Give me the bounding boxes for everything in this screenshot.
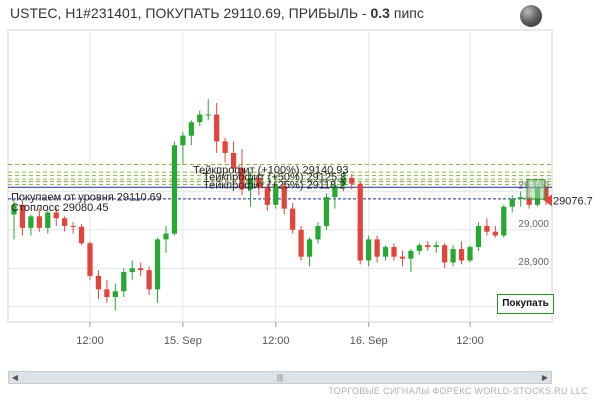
candle-body	[62, 218, 68, 226]
candle-body	[104, 289, 110, 298]
candle-body	[382, 247, 389, 257]
candle-body	[256, 177, 262, 188]
title-unit: пипс	[389, 5, 424, 21]
grip-icon[interactable]: |||	[276, 373, 284, 382]
candle-body	[306, 239, 313, 257]
window-title: USTEC, H1#231401, ПОКУПАТЬ 29110.69, ПРИ…	[10, 5, 424, 21]
title-main: USTEC, H1#231401, ПОКУПАТЬ 29110.69, ПРИ…	[10, 5, 371, 21]
candle-body	[290, 208, 296, 230]
candle-body	[458, 249, 465, 261]
candle-body	[171, 145, 178, 234]
tp3-label: Тейкпрофит (+25%) 29118.2	[203, 179, 345, 191]
candle-body	[112, 291, 118, 298]
candle-body	[501, 206, 507, 236]
candle-body	[70, 225, 76, 227]
stop-loss-label: Стоплосс 29080.45	[11, 202, 109, 214]
candle-body	[281, 185, 287, 209]
current-price-label: 29076.7	[553, 195, 593, 207]
candle-body	[399, 256, 406, 259]
candle-body	[442, 245, 448, 263]
candle-body	[205, 114, 211, 116]
tp1-label: Тейкпрофит (+100%) 29140.93	[193, 165, 348, 177]
candle-body	[433, 245, 439, 248]
candle-body	[315, 225, 321, 240]
candle-body	[425, 245, 431, 248]
candle-body	[543, 187, 549, 201]
candle-body	[323, 197, 330, 226]
y-tick-label: 29,000	[518, 219, 549, 230]
candle-body	[163, 233, 169, 240]
candle-body	[416, 245, 422, 251]
candle-body	[273, 185, 279, 205]
candle-body	[475, 225, 482, 248]
candle-body	[154, 239, 161, 290]
arrow-right-icon[interactable]: ▶	[541, 373, 549, 382]
candle-body	[78, 226, 85, 244]
x-tick-label: 12:00	[76, 335, 104, 347]
candle-body	[53, 212, 59, 219]
candle-body	[391, 247, 397, 257]
candle-body	[357, 183, 363, 261]
x-tick-label: 12:00	[456, 335, 484, 347]
y-tick-label: 28,900	[518, 257, 549, 268]
candle-body	[526, 197, 532, 205]
candle-body	[146, 270, 152, 290]
candle-body	[180, 135, 186, 146]
candle-body	[222, 141, 228, 153]
x-tick-label: 15. Sep	[164, 335, 202, 347]
candle-body	[509, 199, 515, 207]
candle-body	[197, 114, 203, 123]
globe-icon[interactable]	[520, 5, 542, 27]
candle-body	[492, 231, 498, 236]
candle-body	[264, 187, 270, 205]
candle-body	[374, 239, 380, 257]
buy-button[interactable]: Покупать	[497, 294, 554, 314]
entry-zone	[526, 179, 546, 200]
candle-body	[340, 177, 346, 186]
entry-label: Покупаем от уровня 29110.69	[11, 191, 162, 203]
x-tick-label: 12:00	[262, 335, 290, 347]
candle-body	[230, 152, 237, 169]
candle-body	[121, 272, 127, 292]
current-price-arrow	[544, 194, 552, 207]
candle-body	[467, 247, 473, 261]
candle-body	[87, 243, 93, 276]
footer-text: ТОРГОВЫЕ СИГНАЛЫ ФОРЕКС WORLD-STOCKS.RU …	[328, 386, 588, 396]
x-tick-label: 16. Sep	[350, 335, 388, 347]
candle-body	[188, 122, 194, 136]
candle-body	[28, 216, 34, 228]
candle-body	[484, 225, 490, 232]
candle-body	[332, 185, 338, 198]
candle-body	[138, 268, 144, 271]
candle-body	[129, 268, 135, 273]
candle-body	[19, 204, 26, 228]
candle-body	[36, 216, 42, 228]
candle-body	[450, 249, 456, 263]
candle-body	[518, 197, 524, 200]
candle-body	[239, 168, 245, 190]
tp2-label: Тейкпрофит (+50%) 29125.8	[203, 171, 346, 183]
arrow-left-icon[interactable]: ◀	[11, 373, 19, 382]
candle-body	[214, 114, 220, 142]
candle-body	[11, 204, 17, 215]
title-value: 0.3	[370, 5, 390, 21]
candle-body	[298, 229, 304, 257]
candle-body	[247, 177, 254, 190]
candle-body	[349, 177, 355, 184]
candle-body	[408, 250, 414, 259]
candle-body	[366, 239, 372, 261]
candle-body	[95, 275, 102, 290]
horizontal-scrollbar[interactable]: ◀ ||| ▶	[8, 371, 552, 384]
candle-body	[45, 212, 51, 228]
